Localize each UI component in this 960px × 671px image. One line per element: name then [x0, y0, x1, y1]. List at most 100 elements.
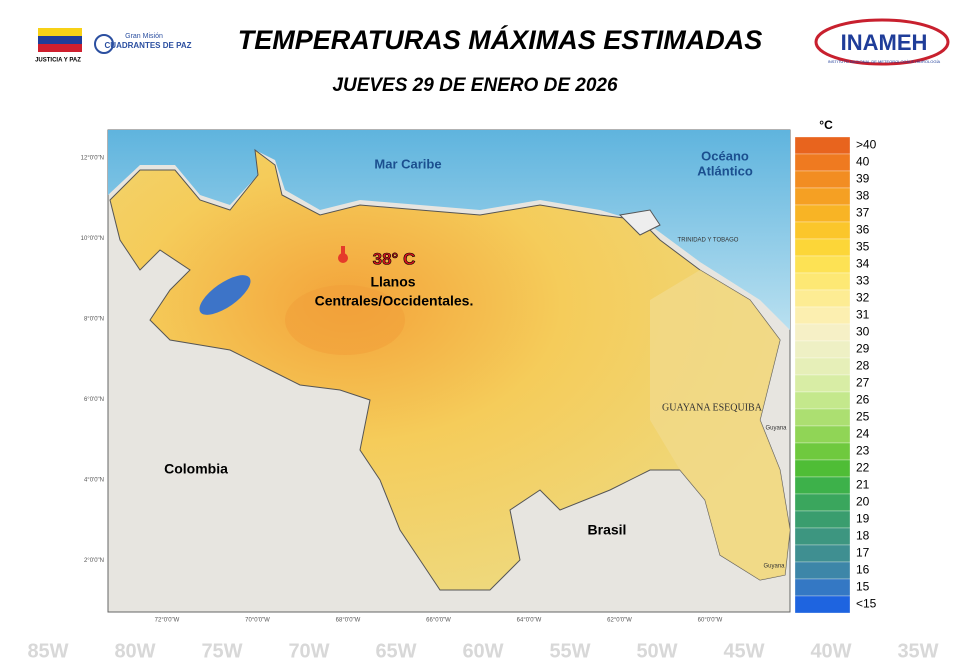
legend-swatch: [794, 187, 851, 206]
legend-label: 25: [856, 410, 870, 424]
country-label: Colombia: [164, 461, 228, 477]
ocean-label: Océano: [701, 148, 749, 163]
legend-label: 22: [856, 461, 870, 475]
legend-label: >40: [856, 138, 877, 152]
legend-label: 32: [856, 291, 870, 305]
lon-label: 68°0'0"W: [336, 618, 361, 624]
legend-label: <15: [856, 597, 877, 611]
legend-label: 26: [856, 393, 870, 407]
legend-swatch: [794, 289, 851, 308]
background-lon-label: 70W: [288, 640, 329, 662]
legend-swatch: [794, 425, 851, 444]
map-labels: Mar Caribe Océano Atlántico Colombia Bra…: [164, 148, 787, 569]
legend-swatch: [794, 408, 851, 427]
lat-label: 10°0'0"N: [81, 236, 104, 242]
legend-swatch: [794, 170, 851, 189]
legend-label: 40: [856, 155, 870, 169]
date: JUEVES 29 DE ENERO DE 2026: [332, 75, 618, 96]
lon-label: 72°0'0"W: [155, 618, 180, 624]
background-lon-label: 75W: [201, 640, 242, 662]
lon-label: 62°0'0"W: [607, 618, 632, 624]
lat-label: 6°0'0"N: [84, 397, 104, 403]
background-lon-label: 80W: [114, 640, 155, 662]
annotation-temp: 38° C: [373, 249, 416, 268]
logo-text: CUADRANTES DE PAZ: [105, 41, 192, 50]
legend-swatch: [794, 357, 851, 376]
legend-unit: °C: [819, 118, 833, 132]
background-lon-label: 50W: [636, 640, 677, 662]
legend-swatch: [794, 272, 851, 291]
legend-label: 17: [856, 546, 870, 560]
legend-swatch: [794, 374, 851, 393]
legend-label: 29: [856, 342, 870, 356]
map-axes: 12°0'0"N 10°0'0"N 8°0'0"N 6°0'0"N 4°0'0"N 2°0…: [81, 156, 723, 624]
background-lon-label: 45W: [723, 640, 764, 662]
legend-label: 30: [856, 325, 870, 339]
country-label: Brasil: [588, 522, 627, 538]
legend-label: 20: [856, 495, 870, 509]
legend-swatch: [794, 476, 851, 495]
legend-swatch: [794, 561, 851, 580]
legend-swatch: [794, 238, 851, 257]
country-label: TRINIDAD Y TOBAGO: [678, 238, 739, 244]
annotation: Llanos: [370, 274, 415, 290]
lat-label: 12°0'0"N: [81, 156, 104, 162]
region-label: GUAYANA ESEQUIBA: [662, 402, 763, 413]
lon-label: 60°0'0"W: [698, 618, 723, 624]
background-grid: 85W 80W 75W 70W 65W 60W 55W 50W 45W 40W 35W: [27, 640, 938, 662]
legend-swatch: [794, 221, 851, 240]
legend-swatch: [794, 544, 851, 563]
lat-label: 8°0'0"N: [84, 317, 104, 323]
legend-swatch: [794, 510, 851, 529]
legend-swatch: [794, 595, 851, 614]
background-lon-label: 85W: [27, 640, 68, 662]
legend-swatch: [794, 527, 851, 546]
legend-label: 27: [856, 376, 870, 390]
logo-text: JUSTICIA Y PAZ: [35, 58, 81, 64]
legend-swatch: [794, 391, 851, 410]
background-lon-label: 65W: [375, 640, 416, 662]
logo-right: INAMEH INSTITUTO NACIONAL DE METEOROLOGÍ…: [814, 18, 950, 66]
country-label: Guyana: [765, 426, 787, 432]
legend-label: 39: [856, 172, 870, 186]
background-lon-label: 35W: [897, 640, 938, 662]
legend-swatch: [794, 136, 851, 155]
legend-swatch: [794, 340, 851, 359]
legend-label: 15: [856, 580, 870, 594]
legend-label: 37: [856, 206, 870, 220]
legend-label: 21: [856, 478, 870, 492]
title: TEMPERATURAS MÁXIMAS ESTIMADAS: [238, 24, 763, 55]
lon-label: 66°0'0"W: [426, 618, 451, 624]
legend-label: 23: [856, 444, 870, 458]
ocean-label: Atlántico: [697, 163, 753, 178]
legend-swatch: [794, 255, 851, 274]
legend-label: 31: [856, 308, 870, 322]
background-lon-label: 55W: [549, 640, 590, 662]
logo-mission: Gran Misión CUADRANTES DE PAZ: [94, 33, 192, 54]
background-lon-label: 40W: [810, 640, 851, 662]
legend-swatch: [794, 578, 851, 597]
legend-swatch: [794, 459, 851, 478]
logo-text: Gran Misión: [125, 33, 163, 40]
logo-text: INAMEH: [841, 30, 928, 55]
logo-left: JUSTICIA Y PAZ: [35, 28, 82, 64]
legend-label: 33: [856, 274, 870, 288]
legend-label: 28: [856, 359, 870, 373]
background-lon-label: 60W: [462, 640, 503, 662]
lat-label: 2°0'0"N: [84, 558, 104, 564]
lon-label: 70°0'0"W: [245, 618, 270, 624]
sea-label: Mar Caribe: [374, 156, 441, 171]
map: [107, 129, 791, 613]
legend-label: 16: [856, 563, 870, 577]
annotation: Centrales/Occidentales.: [315, 293, 474, 309]
legend-label: 19: [856, 512, 870, 526]
legend-label: 36: [856, 223, 870, 237]
legend-swatch: [794, 306, 851, 325]
legend: >40 40 39 38 37 36 35 34 33 32 31 30 29 28 27 26 25 24 23 2…: [794, 136, 877, 614]
lon-label: 64°0'0"W: [517, 618, 542, 624]
legend-swatch: [794, 323, 851, 342]
legend-swatch: [794, 493, 851, 512]
legend-label: 35: [856, 240, 870, 254]
legend-label: 38: [856, 189, 870, 203]
